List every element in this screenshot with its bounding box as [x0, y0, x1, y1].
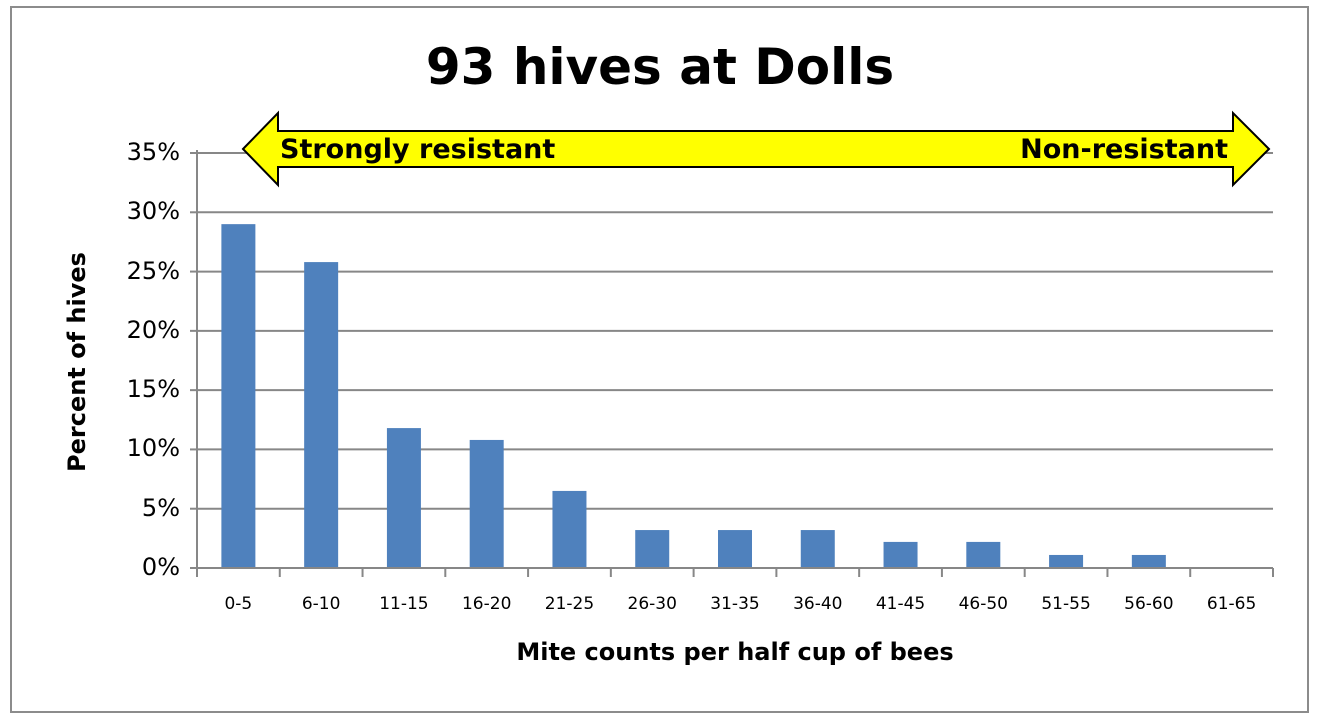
bar: [718, 530, 752, 568]
bar: [966, 541, 1001, 568]
x-tick-label: 16-20: [461, 594, 512, 614]
axes: [196, 150, 1274, 577]
y-axis-title: Percent of hives: [63, 252, 91, 472]
y-tick-label: 10%: [126, 434, 180, 463]
bar: [304, 262, 339, 568]
bar: [552, 490, 587, 568]
resistance-arrow: [241, 110, 1271, 188]
arrow-label-right: Non-resistant: [1020, 134, 1228, 165]
bar: [221, 224, 256, 568]
bar: [1131, 554, 1166, 568]
y-tick-label: 0%: [141, 553, 180, 581]
gridlines: [190, 152, 1273, 569]
chart-title: 93 hives at Dolls: [425, 38, 895, 96]
bar: [386, 428, 421, 568]
bar: [800, 530, 835, 568]
x-tick-label: 41-45: [875, 594, 926, 614]
y-tick-label: 25%: [126, 256, 180, 285]
x-tick-label: 26-30: [627, 594, 677, 614]
x-tick-label: 46-50: [958, 594, 1008, 614]
x-tick-label: 36-40: [793, 594, 843, 614]
y-tick-label: 35%: [126, 138, 180, 166]
y-tick-label: 15%: [126, 375, 180, 404]
x-tick-label: 56-60: [1124, 594, 1174, 614]
x-tick-label: 61-65: [1206, 594, 1257, 614]
y-tick-label: 30%: [126, 197, 180, 226]
x-tick-label: 6-10: [301, 594, 341, 614]
bar: [469, 439, 504, 568]
bar: [635, 530, 670, 568]
x-tick-label: 11-15: [379, 594, 429, 614]
x-axis-title: Mite counts per half cup of bees: [516, 638, 954, 666]
y-tick-label: 20%: [126, 315, 180, 344]
double-arrow-icon: [241, 110, 1271, 188]
bar: [1049, 554, 1084, 568]
x-tick-label: 31-35: [710, 594, 760, 614]
x-tick-label: 21-25: [544, 594, 595, 614]
bar-series: [221, 224, 1166, 568]
y-tick-label: 5%: [141, 493, 180, 522]
x-tick-label: 51-55: [1041, 594, 1091, 614]
x-tick-label: 0-5: [224, 594, 253, 614]
bar: [883, 541, 918, 568]
arrow-label-left: Strongly resistant: [280, 134, 556, 165]
